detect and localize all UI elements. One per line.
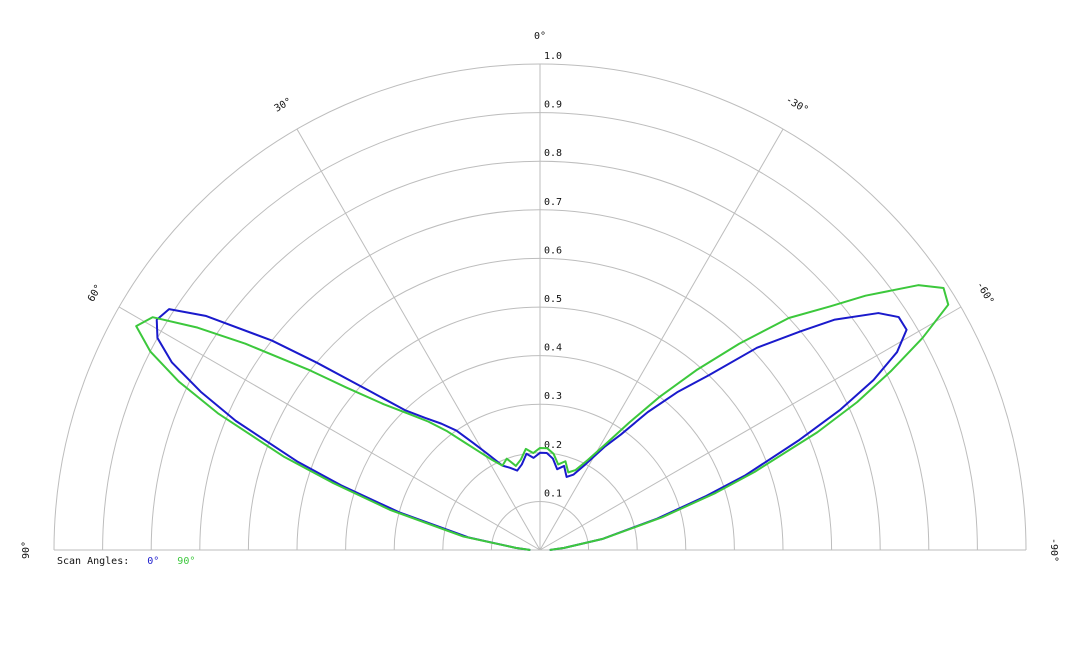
r-tick-label: 0.4 — [544, 343, 562, 354]
theta-tick-label: 30° — [273, 96, 294, 115]
r-tick-label: 1.0 — [544, 51, 562, 62]
r-tick-label: 0.9 — [544, 100, 562, 111]
series-line — [155, 308, 908, 551]
theta-tick-label: -90° — [1048, 538, 1059, 562]
legend-entry: 90° — [177, 556, 195, 567]
spoke — [118, 306, 541, 551]
r-tick-label: 0.6 — [544, 245, 562, 256]
r-tick-label: 0.8 — [544, 148, 562, 159]
legend-entry: 0° — [147, 556, 159, 567]
theta-tick-label: -60° — [974, 280, 996, 306]
r-tick-label: 0.2 — [544, 440, 562, 451]
r-tick-label: 0.7 — [544, 197, 562, 208]
theta-tick-label: 0° — [534, 31, 546, 42]
spoke — [296, 128, 541, 551]
theta-tick-label: -30° — [784, 95, 810, 117]
r-tick-label: 0.3 — [544, 391, 562, 402]
r-tick-label: 0.1 — [544, 488, 562, 499]
legend-title: Scan Angles: — [57, 556, 129, 567]
spoke — [539, 306, 962, 551]
r-tick-label: 0.5 — [544, 294, 562, 305]
theta-tick-label: 60° — [86, 283, 105, 304]
series-line — [135, 284, 950, 551]
theta-tick-label: 90° — [21, 541, 32, 559]
spoke — [539, 128, 784, 551]
